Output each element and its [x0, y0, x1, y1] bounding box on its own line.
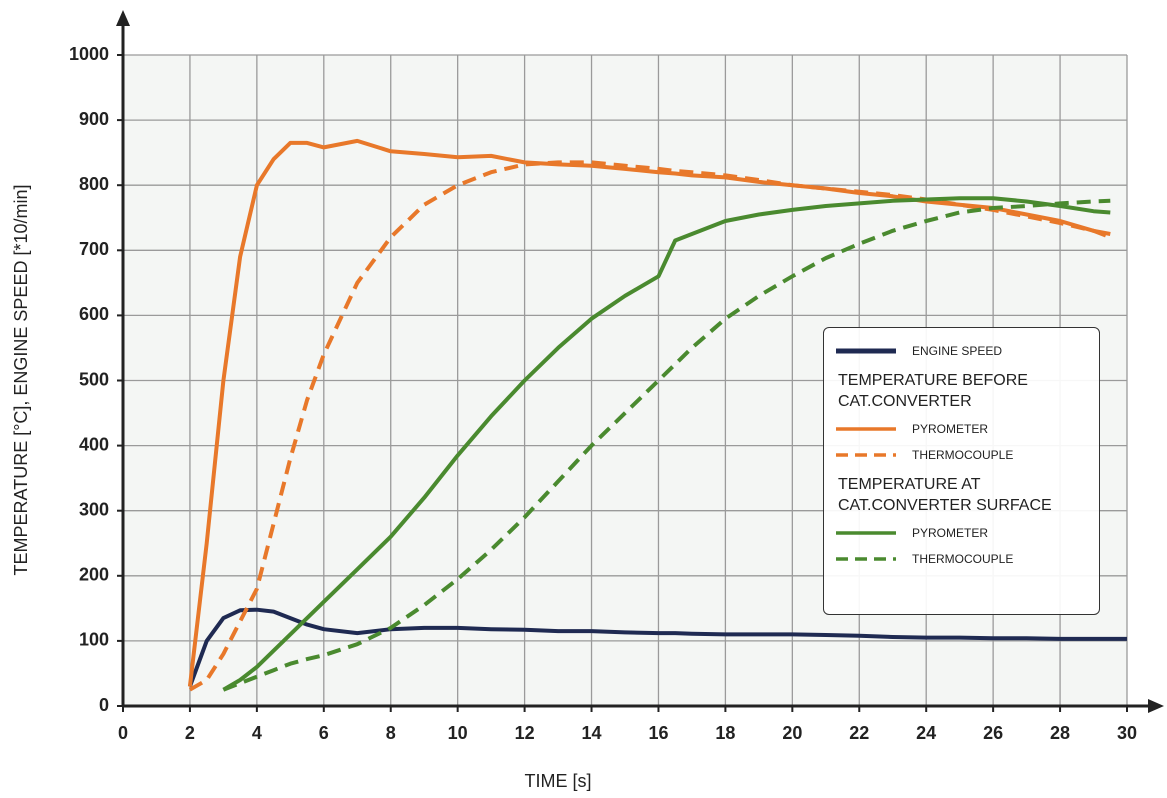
legend-label: ENGINE SPEED [912, 344, 1002, 358]
legend-label: THERMOCOUPLE [912, 448, 1013, 462]
legend-item: THERMOCOUPLE [836, 546, 1087, 572]
x-tick-label: 30 [1117, 723, 1137, 743]
legend: ENGINE SPEED TEMPERATURE BEFORE CAT.CONVE… [823, 327, 1100, 615]
chart-page: TIME [s] TEMPERATURE [°C], ENGINE SPEED … [0, 0, 1167, 798]
x-tick-label: 28 [1050, 723, 1070, 743]
x-tick-label: 16 [648, 723, 668, 743]
x-tick-label: 22 [849, 723, 869, 743]
y-tick-label: 200 [79, 565, 109, 585]
legend-item: THERMOCOUPLE [836, 442, 1087, 468]
legend-item: ENGINE SPEED [836, 338, 1087, 364]
x-tick-label: 12 [515, 723, 535, 743]
x-tick-label: 0 [118, 723, 128, 743]
legend-item: PYROMETER [836, 416, 1087, 442]
x-tick-label: 8 [386, 723, 396, 743]
x-tick-label: 6 [319, 723, 329, 743]
legend-swatch [836, 424, 896, 434]
x-tick-label: 18 [715, 723, 735, 743]
y-axis-label: TEMPERATURE [°C], ENGINE SPEED [*10/min] [11, 185, 31, 576]
legend-swatch [836, 450, 896, 460]
y-tick-label: 800 [79, 174, 109, 194]
y-tick-label: 500 [79, 369, 109, 389]
legend-label: PYROMETER [912, 422, 988, 436]
x-axis-label: TIME [s] [525, 771, 592, 791]
y-tick-label: 900 [79, 109, 109, 129]
legend-label: PYROMETER [912, 526, 988, 540]
x-tick-label: 20 [782, 723, 802, 743]
x-tick-label: 2 [185, 723, 195, 743]
legend-heading: TEMPERATURE AT CAT.CONVERTER SURFACE [838, 474, 1088, 516]
legend-swatch [836, 528, 896, 538]
y-tick-label: 700 [79, 239, 109, 259]
y-tick-label: 300 [79, 499, 109, 519]
legend-heading: TEMPERATURE BEFORE CAT.CONVERTER [838, 370, 1088, 412]
x-axis-arrow [1148, 699, 1164, 713]
x-tick-label: 14 [582, 723, 602, 743]
y-tick-label: 100 [79, 630, 109, 650]
y-tick-label: 400 [79, 434, 109, 454]
legend-swatch [836, 346, 896, 356]
y-tick-label: 0 [99, 695, 109, 715]
x-tick-label: 24 [916, 723, 936, 743]
x-tick-label: 26 [983, 723, 1003, 743]
y-tick-label: 1000 [69, 44, 109, 64]
x-tick-label: 10 [448, 723, 468, 743]
legend-swatch [836, 554, 896, 564]
legend-label: THERMOCOUPLE [912, 552, 1013, 566]
y-tick-label: 600 [79, 304, 109, 324]
x-tick-label: 4 [252, 723, 262, 743]
y-axis-arrow [116, 10, 130, 26]
legend-item: PYROMETER [836, 520, 1087, 546]
